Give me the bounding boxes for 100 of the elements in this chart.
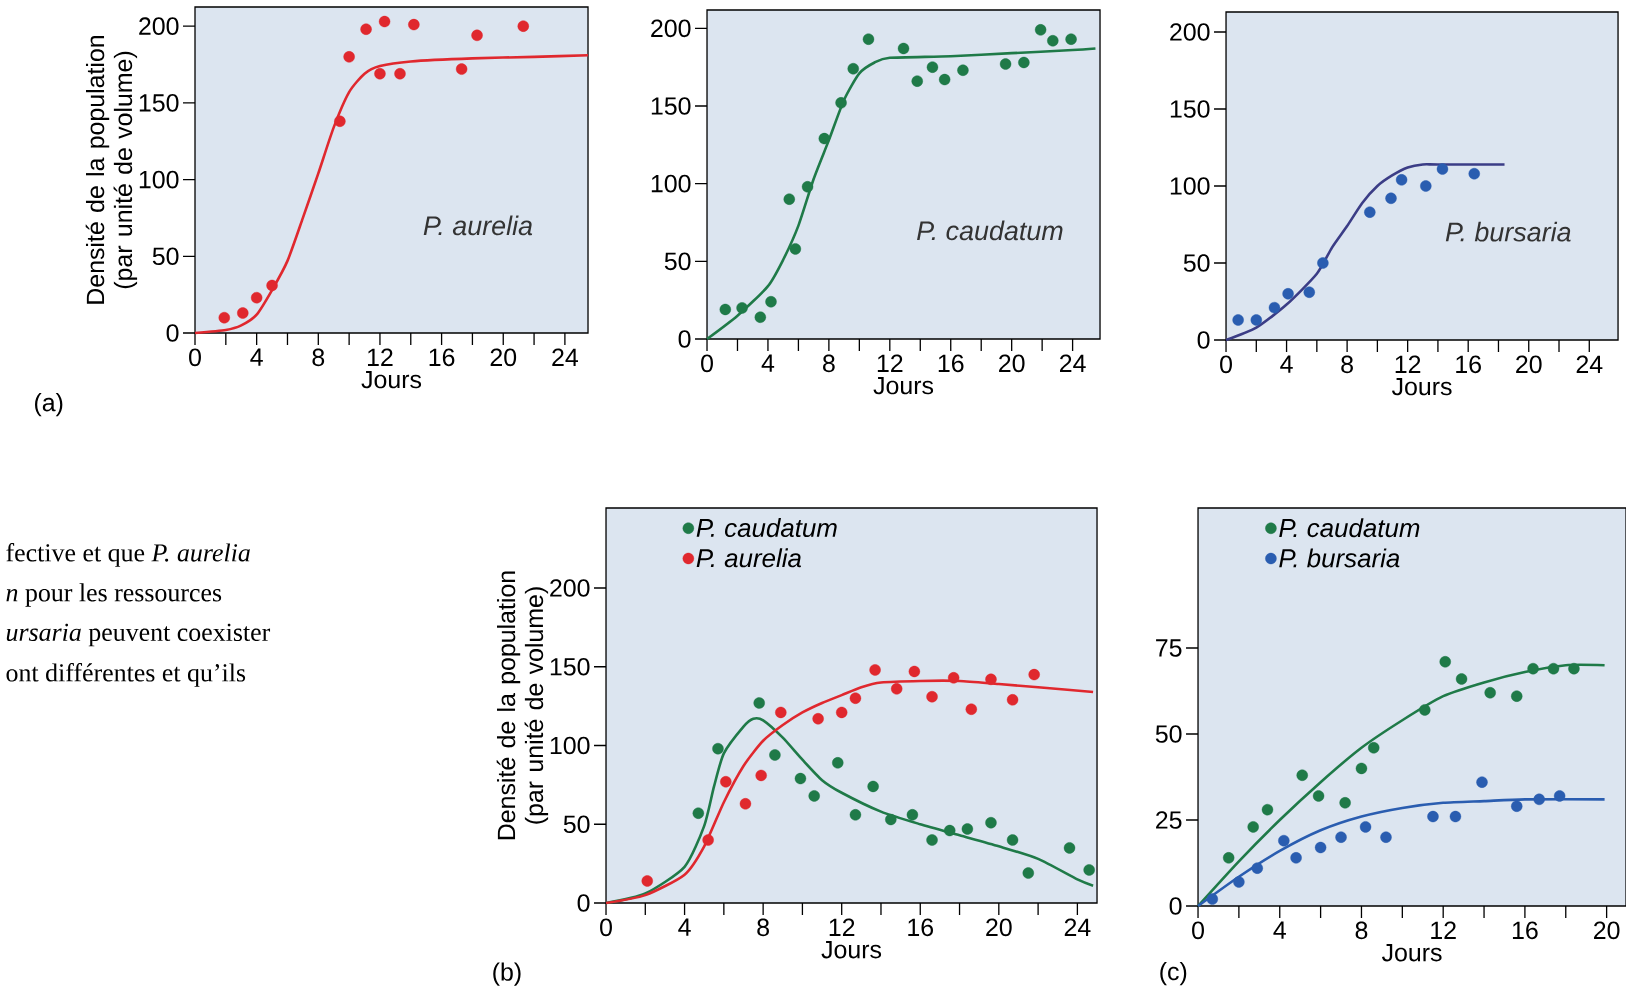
legend-label: P. caudatum — [1279, 518, 1420, 538]
point — [378, 15, 391, 28]
y-tick-label: 200 — [1170, 23, 1210, 41]
point — [890, 683, 903, 695]
text: (a) — [35, 393, 63, 417]
point — [1006, 694, 1019, 706]
point — [641, 875, 653, 887]
point — [1385, 192, 1397, 205]
point — [1282, 288, 1294, 300]
point — [885, 813, 897, 826]
x-tick-label: 16 — [429, 348, 455, 367]
point — [789, 243, 802, 255]
point — [926, 61, 939, 73]
point — [719, 303, 731, 316]
x-tick-label: 12 — [877, 354, 903, 372]
point — [1511, 690, 1523, 702]
point — [1419, 704, 1431, 716]
y-tick-label: 100 — [550, 736, 590, 755]
point — [1395, 174, 1408, 186]
point — [1251, 862, 1263, 874]
point — [374, 68, 386, 80]
point — [408, 18, 420, 31]
x-tick-label: 12 — [1395, 355, 1421, 373]
x-tick-label: 4 — [1273, 921, 1286, 939]
x-axis-title: Jours — [361, 370, 422, 389]
x-tick-label: 12 — [1431, 921, 1456, 939]
x-axis-title: Jours — [1391, 377, 1452, 396]
y-tick-label: 25 — [1156, 811, 1182, 829]
point — [897, 42, 910, 55]
y-tick-label: 150 — [651, 97, 691, 115]
x-tick-label: 0 — [1220, 355, 1232, 374]
point — [808, 790, 820, 802]
y-tick-label: 100 — [1170, 177, 1210, 195]
point — [1468, 167, 1480, 180]
point — [911, 75, 923, 87]
text: ursaria peuvent coexister — [6, 623, 271, 647]
x-tick-label: 24 — [1060, 354, 1086, 372]
text: n pour les ressources — [6, 583, 222, 607]
point — [906, 809, 919, 821]
x-tick-label: 4 — [761, 354, 775, 372]
point — [1359, 821, 1372, 833]
point — [1018, 56, 1030, 69]
line-series — [193, 54, 590, 335]
point — [218, 311, 230, 324]
point — [1006, 834, 1019, 846]
point — [692, 807, 705, 819]
point — [847, 63, 859, 75]
point — [517, 20, 529, 32]
y-tick-label: 200 — [550, 579, 590, 597]
x-tick-label: 20 — [999, 354, 1025, 373]
point — [835, 97, 847, 109]
point — [1380, 831, 1392, 843]
x-tick-label: 20 — [1594, 921, 1620, 940]
point — [1533, 793, 1545, 806]
y-axis-title: Densité de la population (par unité de volume) — [85, 35, 138, 304]
point — [736, 302, 748, 314]
point — [755, 769, 767, 782]
point — [965, 703, 978, 715]
y-tick-label: 150 — [1170, 100, 1210, 118]
x-tick-label: 0 — [189, 348, 201, 367]
point — [1034, 24, 1047, 36]
text: fective et que P. aurelia — [6, 543, 250, 567]
point — [862, 33, 875, 45]
point — [1335, 831, 1347, 843]
point — [1312, 790, 1325, 802]
point — [818, 132, 831, 145]
point — [849, 809, 862, 821]
y-tick-label: 75 — [1156, 639, 1182, 657]
point — [266, 279, 278, 292]
point — [1317, 257, 1329, 269]
legend-label: P. bursaria — [1279, 548, 1400, 568]
text: P. aurelia — [423, 215, 533, 236]
point — [1065, 33, 1077, 45]
x-axis-title: Jours — [873, 376, 934, 395]
point — [836, 706, 848, 719]
y-tick-label: 0 — [678, 330, 691, 348]
point — [1022, 867, 1034, 879]
point — [1268, 301, 1281, 314]
point — [849, 692, 862, 704]
x-tick-label: 0 — [600, 918, 612, 937]
point — [926, 690, 938, 703]
point — [1290, 852, 1302, 864]
point — [471, 29, 483, 42]
y-tick-label: 150 — [139, 94, 179, 112]
series-label: P. bursaria — [1445, 221, 1571, 242]
point — [1368, 742, 1380, 754]
point — [1553, 790, 1566, 802]
point — [812, 713, 824, 725]
x-tick-label: 12 — [829, 918, 855, 936]
point — [1063, 842, 1076, 854]
point — [985, 816, 997, 829]
point — [455, 63, 468, 75]
point — [944, 824, 956, 837]
y-tick-label: 100 — [139, 170, 179, 189]
x-tick-label: 8 — [312, 348, 325, 367]
point — [801, 181, 814, 193]
point — [1250, 314, 1262, 326]
y-tick-label: 150 — [550, 657, 590, 676]
x-tick-label: 20 — [986, 918, 1012, 937]
x-tick-label: 4 — [678, 918, 691, 936]
